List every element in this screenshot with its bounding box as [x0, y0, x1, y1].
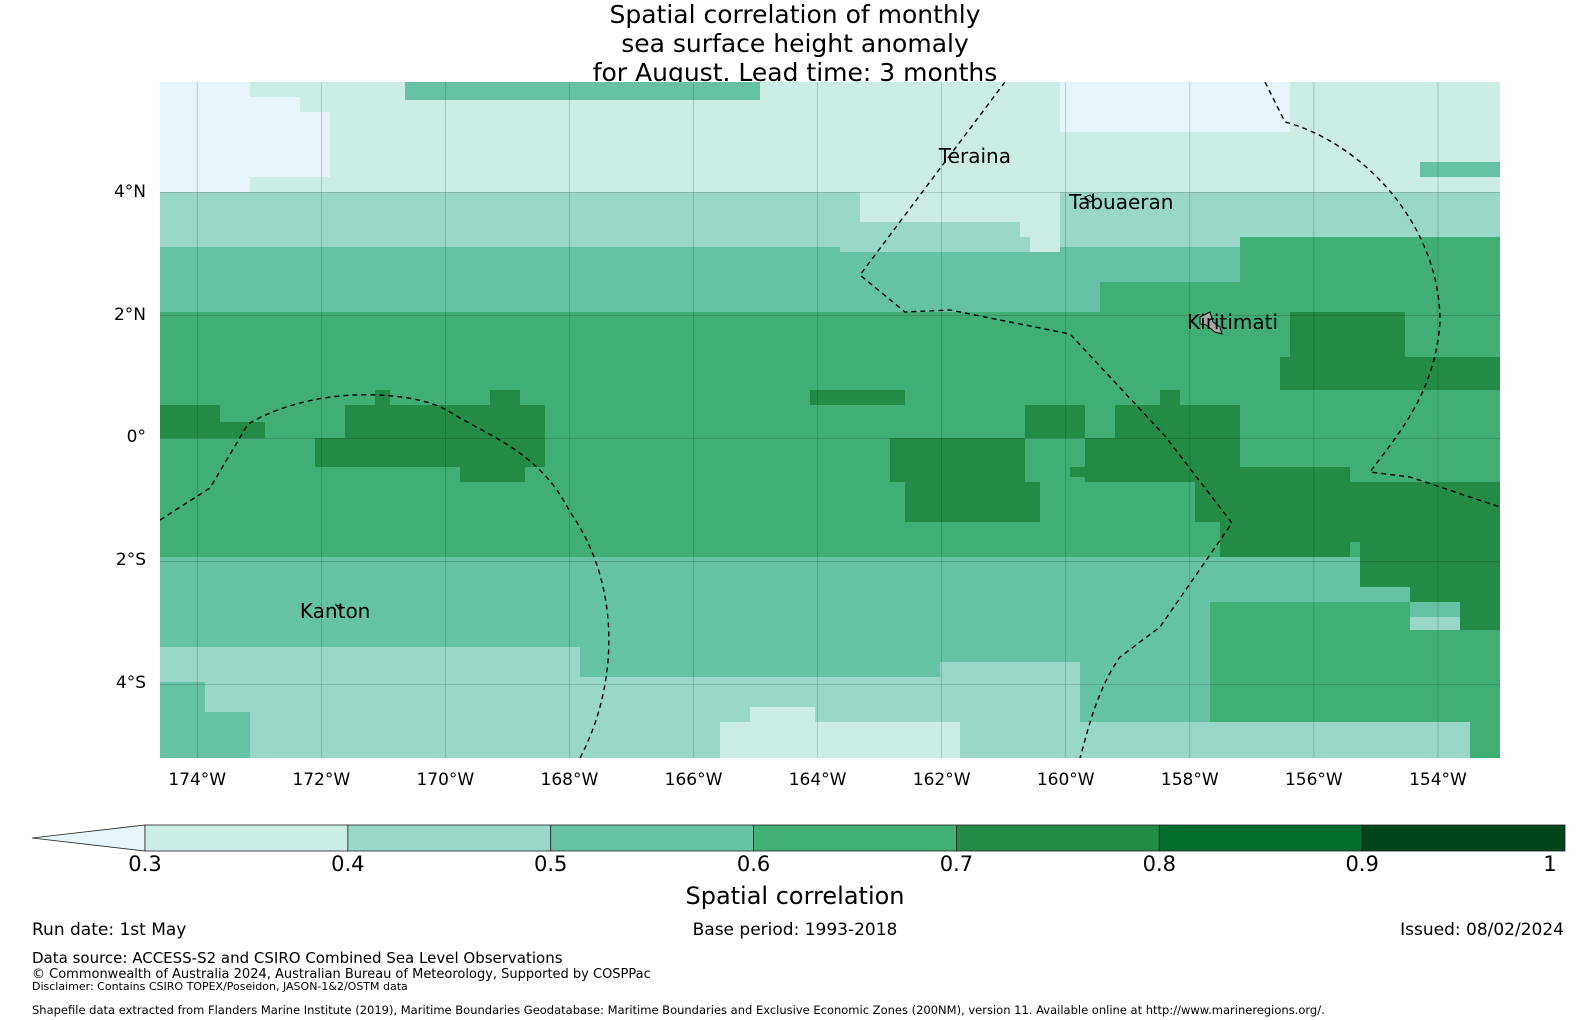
lon-tick-label: 174°W [168, 770, 227, 790]
lat-tick-label: 2°S [115, 550, 146, 571]
title-line-1: Spatial correlation of monthly [609, 0, 981, 29]
colorbar-tick-label: 0.5 [534, 852, 568, 876]
lon-tick-label: 168°W [540, 770, 599, 790]
run-date: Run date: 1st May [32, 920, 187, 940]
lon-tick-label: 162°W [912, 770, 971, 790]
patch-05-a [160, 192, 1030, 252]
patch-04-s [720, 707, 960, 758]
kiritimati-island-icon [1199, 311, 1223, 335]
lon-tick-label: 170°W [416, 770, 475, 790]
patch-07-low [1210, 602, 1500, 758]
patch-06-sw [160, 682, 250, 758]
colorbar-tick-label: 0.4 [331, 852, 365, 876]
colorbar-tick-label: 0.9 [1345, 852, 1379, 876]
patch-07-east-top [1100, 237, 1500, 312]
maritime-boundaries [160, 82, 1500, 758]
lon-tick-label: 172°W [292, 770, 351, 790]
colorbar-tick-label: 0.8 [1142, 852, 1176, 876]
patch-06-east [1280, 162, 1500, 177]
eez-boundary-west [160, 394, 610, 758]
colorbar-segment [1158, 824, 1363, 852]
tabuaeran-island-icon [1084, 194, 1095, 203]
colorbar-tick-label: 1 [1543, 852, 1557, 876]
patch-06-top [405, 82, 760, 100]
islands [334, 194, 1223, 611]
place-label-kiritimati: Kiritimati [1187, 309, 1279, 334]
patch-08-west2 [315, 390, 545, 482]
map-canvas [160, 82, 1500, 758]
copyright-notice: © Commonwealth of Australia 2024, Austra… [32, 967, 651, 982]
colorbar-segment [1361, 824, 1566, 852]
issued-date: Issued: 08/02/2024 [1400, 920, 1564, 940]
place-label-tabuaeran: Tabuaeran [1069, 189, 1174, 214]
place-label-teraina: Teraina [938, 143, 1011, 168]
colorbar-tick-label: 0.7 [939, 852, 974, 876]
place-label-kanton: Kanton [299, 598, 371, 623]
lat-tick-label: 2°N [113, 304, 146, 325]
colorbar-extend-min [31, 824, 146, 852]
colorbar-tick-label: 0.3 [128, 852, 162, 876]
lat-tick-label: 4°N [113, 181, 146, 202]
eez-boundary-east [1264, 82, 1500, 508]
lon-tick-label: 156°W [1284, 770, 1343, 790]
lon-tick-label: 166°W [664, 770, 723, 790]
base-period: Base period: 1993-2018 [692, 920, 898, 940]
colorbar-segment [347, 824, 552, 852]
patch-03-nw [160, 82, 330, 192]
eez-boundary-line-islands [859, 82, 1233, 758]
patch-04-a [600, 112, 1060, 252]
patch-08-high [1280, 312, 1500, 390]
lon-tick-label: 160°W [1036, 770, 1095, 790]
title-line-2: sea surface height anomaly [621, 29, 969, 58]
correlation-map[interactable] [160, 82, 1500, 758]
colorbar-tick-label: 0.6 [736, 852, 771, 876]
colorbar-segment [144, 824, 349, 852]
colorbar-segment [753, 824, 957, 852]
patch-03-ne [1060, 82, 1290, 132]
gridlines [160, 82, 1500, 758]
colorbar-label: Spatial correlation [685, 882, 905, 910]
lat-tick-label: 4°S [115, 673, 146, 694]
patch-06-low [160, 557, 1210, 722]
lon-tick-label: 154°W [1409, 770, 1467, 790]
patch-08-west [160, 405, 265, 438]
shapefile-credit: Shapefile data extracted from Flanders M… [32, 1003, 1325, 1017]
correlation-bands [160, 82, 1500, 758]
lat-tick-label: 0° [126, 427, 146, 448]
data-source: Data source: ACCESS-S2 and CSIRO Combine… [32, 949, 563, 967]
map-title: Spatial correlation of monthly sea surfa… [0, 0, 1590, 87]
disclaimer: Disclaimer: Contains CSIRO TOPEX/Poseido… [32, 980, 408, 993]
colorbar-segment [550, 824, 754, 852]
colorbar-segment [956, 824, 1160, 852]
kanton-island-icon [334, 603, 343, 611]
colorbar [31, 824, 1566, 852]
lon-tick-label: 158°W [1160, 770, 1219, 790]
lon-tick-label: 164°W [788, 770, 847, 790]
